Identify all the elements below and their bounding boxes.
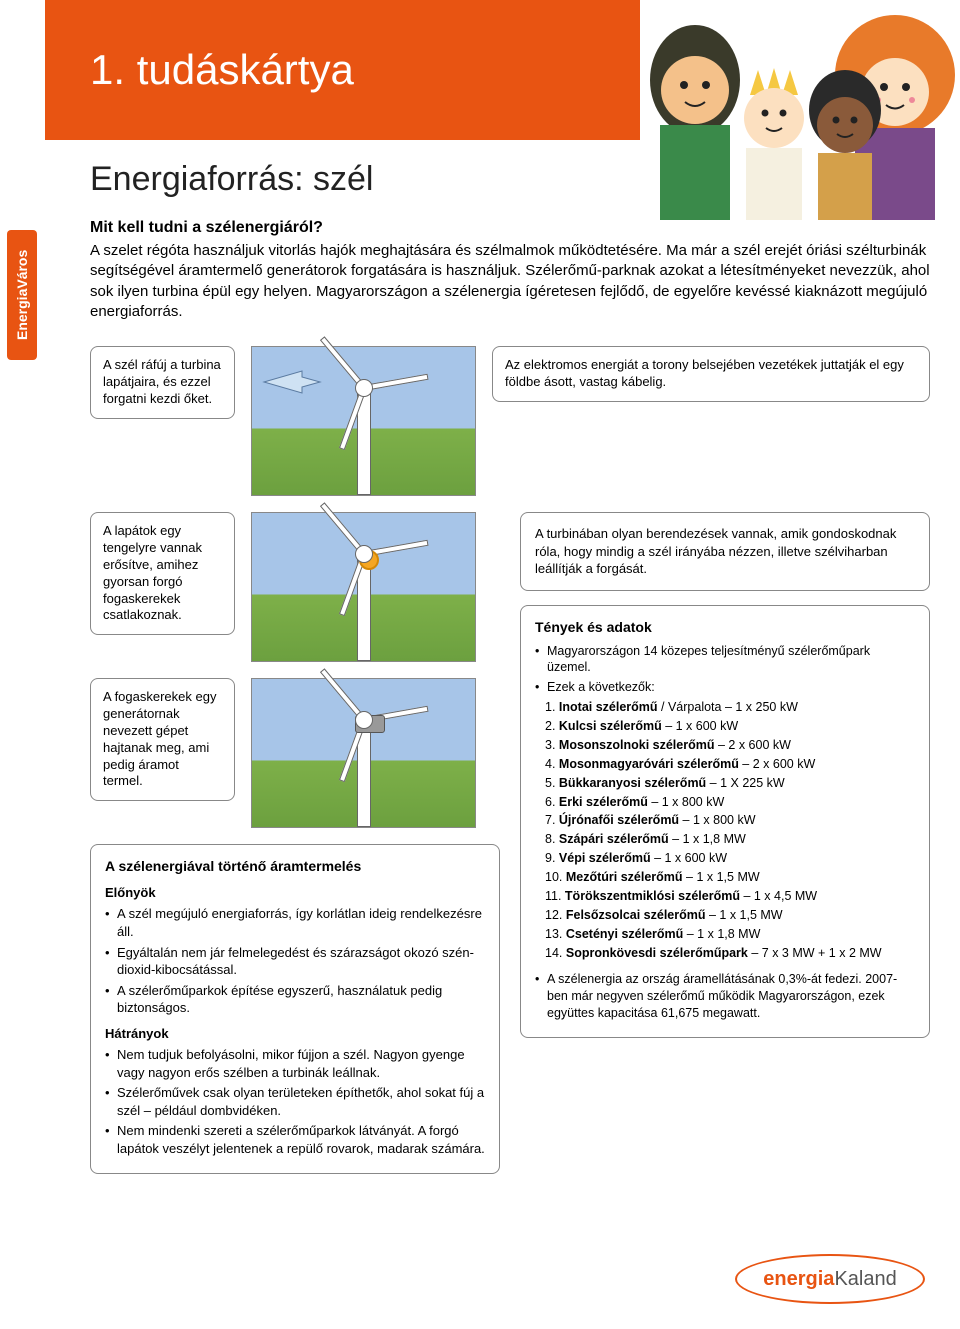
logo-brand: energia bbox=[763, 1268, 834, 1291]
cons-label: Hátrányok bbox=[105, 1025, 485, 1043]
header-title: 1. tudáskártya bbox=[90, 46, 354, 94]
windfarm-item: 12. Felsőzsolcai szélerőmű – 1 x 1,5 MW bbox=[545, 907, 915, 924]
callout-1-right: Az elektromos energiát a torony belsejéb… bbox=[492, 346, 930, 402]
diagram-row-1: A szél ráfúj a turbina lapátjaira, és ez… bbox=[90, 346, 930, 496]
side-tab: EnergiaVáros bbox=[7, 230, 37, 360]
logo-oval: energiaKaland bbox=[735, 1254, 925, 1304]
turbine-image-1 bbox=[251, 346, 476, 496]
windfarm-item: 4. Mosonmagyaróvári szélerőmű – 2 x 600 … bbox=[545, 756, 915, 773]
pros-item: A szélerőműparkok építése egyszerű, hasz… bbox=[105, 982, 485, 1017]
turbine-image-2 bbox=[251, 512, 476, 662]
windfarm-item: 7. Újrónafői szélerőmű – 1 x 800 kW bbox=[545, 812, 915, 829]
facts-footer: A szélenergia az ország áramellátásának … bbox=[535, 971, 915, 1022]
diagram-row-2: A lapátok egy tengelyre vannak erősítve,… bbox=[90, 512, 500, 662]
content-area: Energiaforrás: szél Mit kell tudni a szé… bbox=[90, 160, 930, 1188]
pros-list: A szél megújuló energiaforrás, így korlá… bbox=[105, 905, 485, 1016]
cons-item: Szélerőművek csak olyan területeken épít… bbox=[105, 1084, 485, 1119]
pros-cons-title: A szélenergiával történő áramtermelés bbox=[105, 857, 485, 876]
footer-logo: energiaKaland bbox=[735, 1254, 925, 1304]
pros-label: Előnyök bbox=[105, 884, 485, 902]
facts-intro-1: Magyarországon 14 közepes teljesítményű … bbox=[535, 643, 915, 677]
pros-item: A szél megújuló energiaforrás, így korlá… bbox=[105, 905, 485, 940]
right-column: A turbinában olyan berendezések vannak, … bbox=[520, 512, 930, 1052]
facts-intro-list: Magyarországon 14 közepes teljesítményű … bbox=[535, 643, 915, 697]
facts-intro-2: Ezek a következők: bbox=[535, 679, 915, 696]
people-illustration bbox=[640, 0, 960, 220]
windfarm-item: 9. Vépi szélerőmű – 1 x 600 kW bbox=[545, 850, 915, 867]
windfarm-item: 3. Mosonszolnoki szélerőmű – 2 x 600 kW bbox=[545, 737, 915, 754]
callout-3-left: A fogaskerekek egy generátornak nevezett… bbox=[90, 678, 235, 801]
callout-2-right: A turbinában olyan berendezések vannak, … bbox=[520, 512, 930, 591]
windfarm-item: 13. Csetényi szélerőmű – 1 x 1,8 MW bbox=[545, 926, 915, 943]
windfarm-item: 1. Inotai szélerőmű / Várpalota – 1 x 25… bbox=[545, 699, 915, 716]
callout-1-left: A szél ráfúj a turbina lapátjaira, és ez… bbox=[90, 346, 235, 419]
windfarm-list: 1. Inotai szélerőmű / Várpalota – 1 x 25… bbox=[535, 699, 915, 961]
cons-item: Nem mindenki szereti a szélerőműparkok l… bbox=[105, 1122, 485, 1157]
windfarm-item: 6. Erki szélerőmű – 1 x 800 kW bbox=[545, 794, 915, 811]
windfarm-item: 8. Szápári szélerőmű – 1 x 1,8 MW bbox=[545, 831, 915, 848]
facts-box: Tények és adatok Magyarországon 14 közep… bbox=[520, 605, 930, 1038]
windfarm-item: 14. Sopronkövesdi szélerőműpark – 7 x 3 … bbox=[545, 945, 915, 962]
windfarm-item: 2. Kulcsi szélerőmű – 1 x 600 kW bbox=[545, 718, 915, 735]
logo-suffix: Kaland bbox=[834, 1268, 896, 1291]
cons-list: Nem tudjuk befolyásolni, mikor fújjon a … bbox=[105, 1046, 485, 1157]
windfarm-item: 5. Bükkaranyosi szélerőmű – 1 X 225 kW bbox=[545, 775, 915, 792]
diagram-row-3: A fogaskerekek egy generátornak nevezett… bbox=[90, 678, 500, 828]
lead-question: Mit kell tudni a szélenergiáról? bbox=[90, 219, 930, 237]
turbine-image-3 bbox=[251, 678, 476, 828]
cons-item: Nem tudjuk befolyásolni, mikor fújjon a … bbox=[105, 1046, 485, 1081]
pros-cons-box: A szélenergiával történő áramtermelés El… bbox=[90, 844, 500, 1174]
facts-footer-list: A szélenergia az ország áramellátásának … bbox=[535, 971, 915, 1022]
left-column: A lapátok egy tengelyre vannak erősítve,… bbox=[90, 512, 500, 1188]
lower-columns: A lapátok egy tengelyre vannak erősítve,… bbox=[90, 512, 930, 1188]
windfarm-item: 11. Törökszentmiklósi szélerőmű – 1 x 4,… bbox=[545, 888, 915, 905]
pros-item: Egyáltalán nem jár felmelegedést és szár… bbox=[105, 944, 485, 979]
intro-paragraph: A szelet régóta használjuk vitorlás hajó… bbox=[90, 241, 930, 322]
facts-title: Tények és adatok bbox=[535, 618, 915, 637]
windfarm-item: 10. Mezőtúri szélerőmű – 1 x 1,5 MW bbox=[545, 869, 915, 886]
callout-2-left: A lapátok egy tengelyre vannak erősítve,… bbox=[90, 512, 235, 635]
